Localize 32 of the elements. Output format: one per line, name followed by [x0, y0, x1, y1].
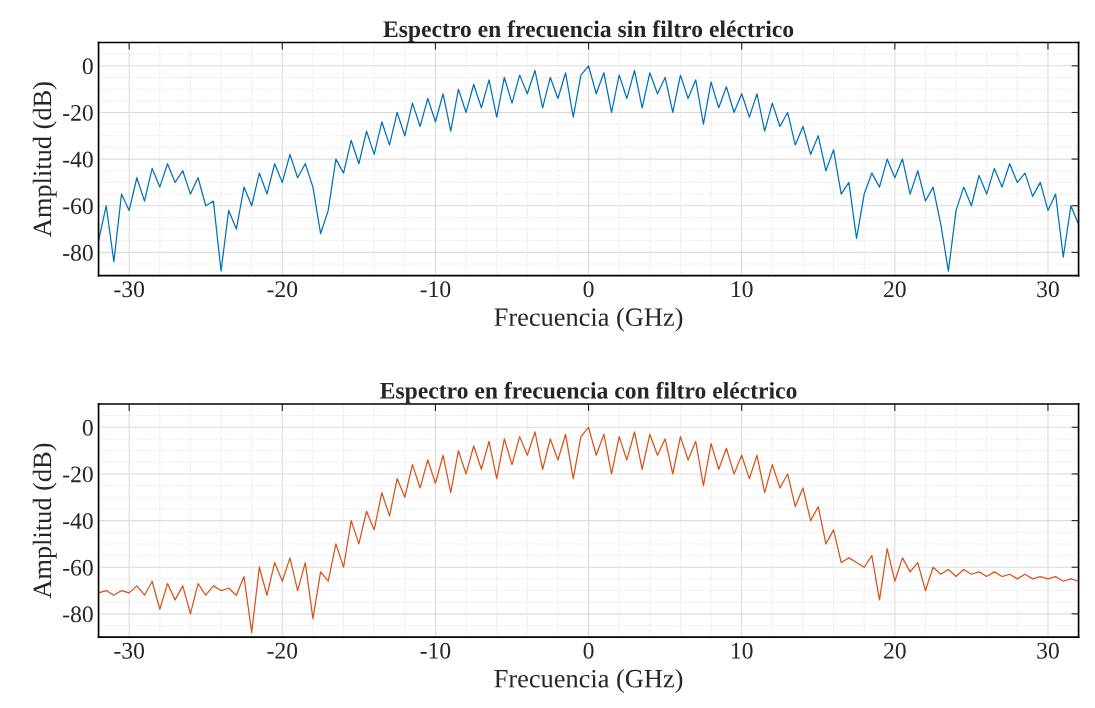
- x-axis-title: Frecuencia (GHz): [494, 669, 683, 693]
- y-tick-label: -20: [63, 104, 93, 121]
- x-tick-label: 30: [1037, 281, 1059, 298]
- y-tick-label: -60: [63, 198, 93, 215]
- x-tick-label: 20: [884, 281, 906, 298]
- y-tick-label: 0: [82, 58, 93, 75]
- x-axis-title: Frecuencia (GHz): [494, 307, 683, 332]
- y-tick-label: -80: [63, 606, 93, 623]
- x-tick-label: -30: [114, 281, 145, 298]
- y-tick-label: -60: [63, 559, 93, 576]
- x-tick-label: 0: [583, 281, 594, 298]
- y-tick-label: -20: [63, 466, 93, 483]
- chart-title: Espectro en frecuencia con filtro eléctrico: [380, 381, 797, 404]
- x-tick-label: -20: [267, 281, 298, 298]
- x-tick-label: -10: [420, 642, 451, 659]
- x-tick-label: -10: [420, 281, 451, 298]
- x-tick-label: 0: [583, 642, 594, 659]
- x-tick-label: -20: [267, 642, 298, 659]
- x-tick-label: 10: [731, 642, 753, 659]
- x-tick-label: 10: [731, 281, 753, 298]
- y-tick-label: -80: [63, 244, 93, 261]
- x-tick-label: 30: [1037, 642, 1059, 659]
- y-axis-title: Amplitud (dB): [32, 443, 57, 599]
- y-tick-label: -40: [63, 513, 93, 530]
- x-tick-label: 20: [884, 642, 906, 659]
- x-tick-label: -30: [114, 642, 145, 659]
- y-tick-label: 0: [82, 419, 93, 436]
- line-series: [98, 426, 1079, 634]
- chart-title: Espectro en frecuencia sin filtro eléctrico: [383, 20, 794, 42]
- line-series: [98, 65, 1079, 272]
- y-tick-label: -40: [63, 151, 93, 168]
- y-axis-title: Amplitud (dB): [32, 82, 57, 237]
